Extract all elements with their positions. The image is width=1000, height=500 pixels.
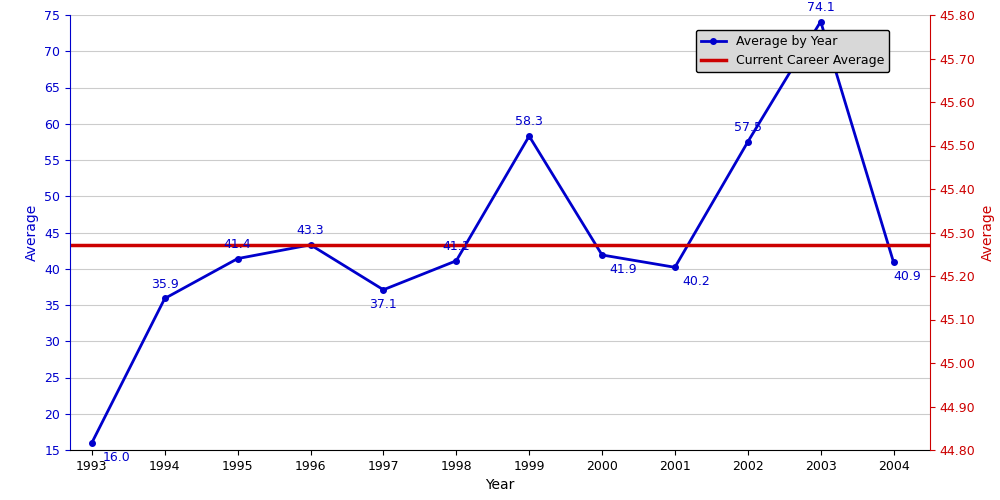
Text: 74.1: 74.1 (807, 0, 835, 14)
Average by Year (86, 440, 98, 446)
Average by Year (377, 287, 389, 293)
Average by Year (523, 133, 535, 139)
Line: Average by Year: Average by Year (89, 18, 896, 446)
Average by Year (232, 256, 244, 262)
Text: 41.9: 41.9 (609, 263, 637, 276)
Average by Year (159, 296, 171, 302)
Average by Year (450, 258, 462, 264)
Legend: Average by Year, Current Career Average: Average by Year, Current Career Average (696, 30, 889, 72)
Text: 40.9: 40.9 (894, 270, 921, 283)
X-axis label: Year: Year (485, 478, 515, 492)
Average by Year (888, 259, 900, 265)
Text: 16.0: 16.0 (103, 451, 131, 464)
Average by Year (669, 264, 681, 270)
Text: 37.1: 37.1 (370, 298, 397, 311)
Text: 35.9: 35.9 (151, 278, 179, 290)
Text: 40.2: 40.2 (682, 276, 710, 288)
Text: 41.4: 41.4 (224, 238, 251, 250)
Text: 57.5: 57.5 (734, 121, 762, 134)
Text: 43.3: 43.3 (297, 224, 324, 237)
Text: 58.3: 58.3 (515, 115, 543, 128)
Y-axis label: Average: Average (25, 204, 39, 261)
Average by Year (596, 252, 608, 258)
Average by Year (742, 139, 754, 145)
Text: 41.1: 41.1 (442, 240, 470, 253)
Average by Year (305, 242, 317, 248)
Y-axis label: Average: Average (981, 204, 995, 261)
Average by Year (815, 18, 827, 24)
